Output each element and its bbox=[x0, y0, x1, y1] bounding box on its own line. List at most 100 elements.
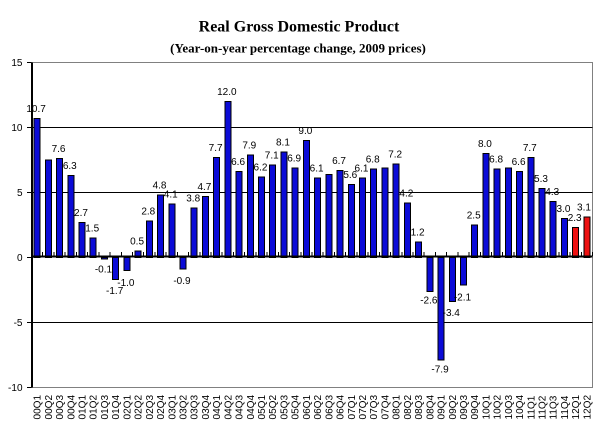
svg-text:5.3: 5.3 bbox=[534, 174, 548, 185]
svg-text:10Q3: 10Q3 bbox=[504, 395, 515, 420]
svg-text:00Q1: 00Q1 bbox=[33, 395, 44, 420]
svg-text:04Q3: 04Q3 bbox=[235, 395, 246, 420]
svg-text:7.9: 7.9 bbox=[242, 140, 256, 151]
svg-text:06Q1: 06Q1 bbox=[302, 395, 313, 420]
svg-text:-2.1: -2.1 bbox=[454, 292, 472, 303]
svg-text:3.0: 3.0 bbox=[556, 204, 570, 215]
svg-text:10: 10 bbox=[11, 123, 23, 134]
svg-text:07Q2: 07Q2 bbox=[358, 395, 369, 420]
svg-text:6.3: 6.3 bbox=[63, 161, 77, 172]
svg-text:7.7: 7.7 bbox=[209, 143, 223, 154]
svg-text:2.8: 2.8 bbox=[141, 207, 155, 218]
svg-text:4.8: 4.8 bbox=[153, 181, 167, 192]
svg-text:12.0: 12.0 bbox=[217, 87, 237, 98]
svg-text:10.7: 10.7 bbox=[26, 104, 46, 115]
svg-text:-2.6: -2.6 bbox=[420, 296, 438, 307]
svg-text:04Q1: 04Q1 bbox=[212, 395, 223, 420]
svg-text:8.0: 8.0 bbox=[478, 139, 492, 150]
svg-text:-5: -5 bbox=[14, 318, 23, 329]
svg-text:6.8: 6.8 bbox=[489, 155, 503, 166]
svg-text:2.3: 2.3 bbox=[568, 213, 582, 224]
svg-text:0.5: 0.5 bbox=[130, 237, 144, 248]
svg-text:4.7: 4.7 bbox=[197, 182, 211, 193]
svg-text:7.6: 7.6 bbox=[52, 144, 66, 155]
svg-text:06Q4: 06Q4 bbox=[336, 395, 347, 420]
svg-text:05Q4: 05Q4 bbox=[291, 395, 302, 420]
svg-text:(Year-on-year percentage chang: (Year-on-year percentage change, 2009 pr… bbox=[170, 41, 426, 56]
svg-text:4.3: 4.3 bbox=[545, 187, 559, 198]
svg-text:08Q2: 08Q2 bbox=[403, 395, 414, 420]
svg-text:11Q1: 11Q1 bbox=[526, 395, 537, 419]
svg-text:01Q2: 01Q2 bbox=[89, 395, 100, 420]
svg-text:00Q4: 00Q4 bbox=[66, 395, 77, 420]
svg-text:03Q4: 03Q4 bbox=[201, 395, 212, 420]
svg-text:09Q4: 09Q4 bbox=[470, 395, 481, 420]
svg-text:2.7: 2.7 bbox=[74, 208, 88, 219]
svg-text:3.1: 3.1 bbox=[577, 203, 591, 214]
svg-text:5.6: 5.6 bbox=[343, 170, 357, 181]
svg-text:-1.0: -1.0 bbox=[117, 278, 135, 289]
svg-text:07Q3: 07Q3 bbox=[369, 395, 380, 420]
svg-text:-0.9: -0.9 bbox=[173, 276, 191, 287]
svg-text:6.7: 6.7 bbox=[332, 156, 346, 167]
svg-text:07Q4: 07Q4 bbox=[380, 395, 391, 420]
svg-text:6.6: 6.6 bbox=[231, 157, 245, 168]
svg-text:03Q3: 03Q3 bbox=[190, 395, 201, 420]
svg-text:11Q3: 11Q3 bbox=[549, 395, 560, 419]
svg-text:12Q2: 12Q2 bbox=[582, 395, 593, 420]
svg-text:06Q3: 06Q3 bbox=[324, 395, 335, 420]
svg-text:8.1: 8.1 bbox=[276, 138, 290, 149]
svg-text:6.9: 6.9 bbox=[287, 153, 301, 164]
svg-text:05Q1: 05Q1 bbox=[257, 395, 268, 420]
svg-text:7.1: 7.1 bbox=[265, 151, 279, 162]
svg-text:3.8: 3.8 bbox=[186, 194, 200, 205]
svg-text:10Q2: 10Q2 bbox=[493, 395, 504, 420]
svg-text:1.2: 1.2 bbox=[411, 227, 425, 238]
svg-text:10Q4: 10Q4 bbox=[515, 395, 526, 420]
svg-text:02Q4: 02Q4 bbox=[156, 395, 167, 420]
svg-text:08Q3: 08Q3 bbox=[414, 395, 425, 420]
svg-text:09Q1: 09Q1 bbox=[437, 395, 448, 420]
svg-text:10Q1: 10Q1 bbox=[481, 395, 492, 420]
svg-text:00Q2: 00Q2 bbox=[44, 395, 55, 420]
svg-text:04Q2: 04Q2 bbox=[223, 395, 234, 420]
svg-text:02Q2: 02Q2 bbox=[134, 395, 145, 420]
svg-text:05Q3: 05Q3 bbox=[279, 395, 290, 420]
svg-text:09Q2: 09Q2 bbox=[448, 395, 459, 420]
svg-text:07Q1: 07Q1 bbox=[347, 395, 358, 420]
svg-text:08Q1: 08Q1 bbox=[392, 395, 403, 420]
svg-text:0: 0 bbox=[17, 253, 23, 264]
svg-text:06Q2: 06Q2 bbox=[313, 395, 324, 420]
svg-text:6.8: 6.8 bbox=[366, 155, 380, 166]
svg-text:11Q2: 11Q2 bbox=[538, 395, 549, 419]
svg-text:6.1: 6.1 bbox=[310, 164, 324, 175]
svg-text:12Q1: 12Q1 bbox=[571, 395, 582, 420]
svg-text:-1.7: -1.7 bbox=[106, 286, 124, 297]
svg-text:Real Gross Domestic Product: Real Gross Domestic Product bbox=[199, 19, 400, 36]
svg-text:7.7: 7.7 bbox=[523, 143, 537, 154]
svg-text:03Q2: 03Q2 bbox=[178, 395, 189, 420]
svg-text:03Q1: 03Q1 bbox=[167, 395, 178, 420]
svg-text:02Q3: 02Q3 bbox=[145, 395, 156, 420]
svg-text:01Q3: 01Q3 bbox=[100, 395, 111, 420]
svg-text:01Q4: 01Q4 bbox=[111, 395, 122, 420]
svg-text:09Q3: 09Q3 bbox=[459, 395, 470, 420]
svg-text:5: 5 bbox=[17, 188, 23, 199]
svg-text:08Q4: 08Q4 bbox=[425, 395, 436, 420]
svg-text:11Q4: 11Q4 bbox=[560, 395, 571, 419]
svg-text:7.2: 7.2 bbox=[388, 149, 402, 160]
svg-text:4.2: 4.2 bbox=[399, 188, 413, 199]
svg-text:15: 15 bbox=[11, 58, 23, 69]
svg-text:-7.9: -7.9 bbox=[431, 365, 449, 376]
svg-text:4.1: 4.1 bbox=[164, 190, 178, 201]
svg-text:1.5: 1.5 bbox=[85, 224, 99, 235]
svg-text:04Q4: 04Q4 bbox=[246, 395, 257, 420]
svg-text:2.5: 2.5 bbox=[467, 211, 481, 222]
svg-text:-3.4: -3.4 bbox=[443, 308, 461, 319]
svg-text:9.0: 9.0 bbox=[298, 126, 312, 137]
svg-text:6.2: 6.2 bbox=[254, 162, 268, 173]
svg-text:05Q2: 05Q2 bbox=[268, 395, 279, 420]
svg-text:-10: -10 bbox=[8, 383, 23, 394]
svg-text:6.6: 6.6 bbox=[512, 157, 526, 168]
svg-text:-0.1: -0.1 bbox=[95, 264, 113, 275]
